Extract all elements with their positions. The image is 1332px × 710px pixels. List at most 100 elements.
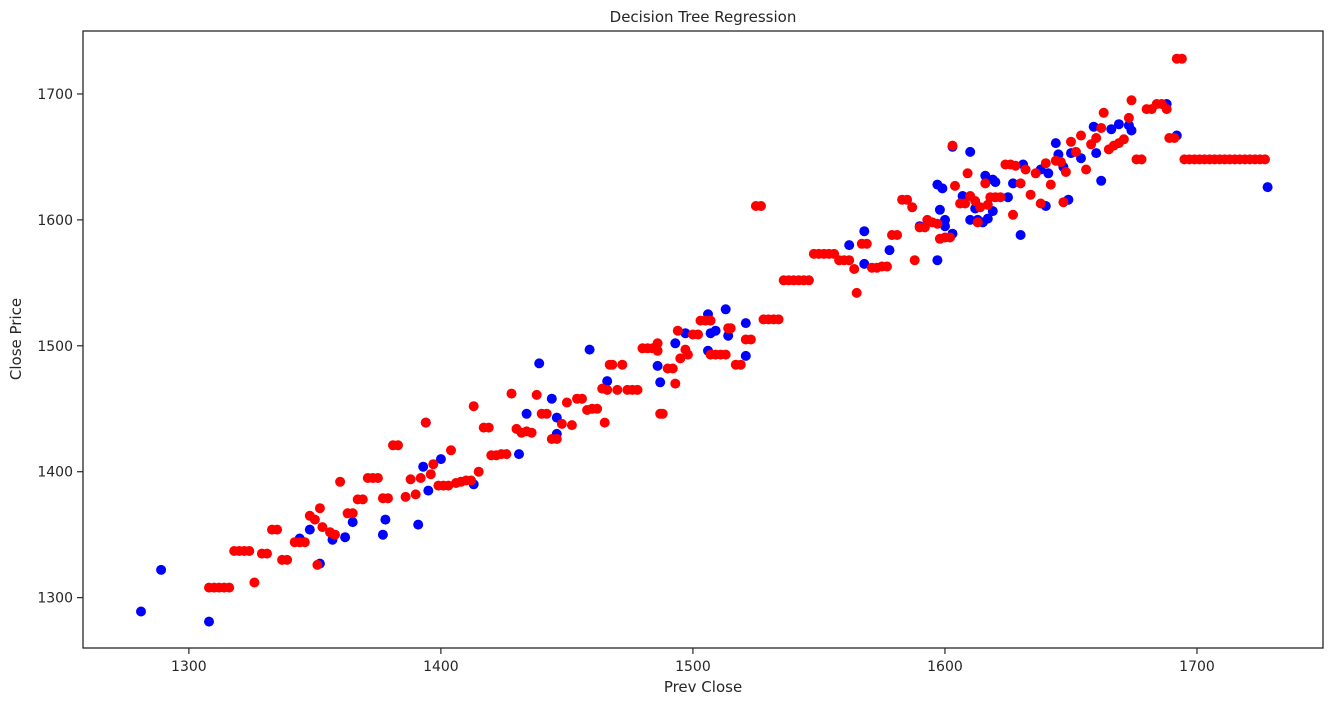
- actual-point-24: [602, 376, 613, 387]
- actual-point-77: [1106, 124, 1117, 135]
- predicted-point-183: [1040, 158, 1051, 169]
- y-tick-label-1600: 1600: [37, 213, 73, 229]
- predicted-point-119: [756, 201, 766, 211]
- predicted-point-78: [592, 403, 603, 414]
- actual-point-56: [980, 170, 991, 181]
- predicted-point-8: [244, 546, 255, 556]
- predicted-point-194: [1091, 133, 1102, 143]
- actual-point-47: [940, 221, 950, 232]
- predicted-point-60: [501, 449, 512, 460]
- predicted-point-151: [909, 255, 920, 266]
- predicted-point-168: [975, 202, 986, 213]
- predicted-point-164: [962, 168, 973, 179]
- x-tick-label-1300: 1300: [171, 659, 207, 675]
- predicted-point-44: [428, 459, 439, 470]
- actual-point-68: [1050, 138, 1061, 149]
- actual-point-1: [156, 564, 167, 575]
- predicted-point-204: [1136, 154, 1147, 165]
- predicted-point-11: [262, 548, 272, 559]
- predicted-point-107: [705, 315, 716, 326]
- predicted-point-92: [652, 338, 663, 349]
- predicted-point-23: [317, 522, 328, 533]
- actual-point-44: [934, 204, 945, 215]
- x-axis-label: Prev Close: [664, 678, 742, 696]
- actual-point-61: [1003, 192, 1013, 203]
- predicted-point-150: [907, 202, 918, 213]
- predicted-point-156: [932, 218, 943, 229]
- predicted-point-22: [314, 503, 325, 514]
- predicted-point-137: [844, 255, 855, 266]
- predicted-point-141: [861, 238, 872, 249]
- predicted-point-188: [1060, 167, 1071, 177]
- predicted-point-191: [1076, 130, 1086, 141]
- predicted-point-138: [849, 264, 860, 274]
- actual-point-8: [347, 517, 358, 528]
- actual-point-23: [584, 344, 595, 355]
- predicted-point-18: [299, 537, 310, 548]
- predicted-point-190: [1071, 146, 1081, 157]
- predicted-point-129: [803, 275, 814, 286]
- y-tick-label-1700: 1700: [37, 87, 73, 103]
- predicted-point-41: [415, 473, 426, 483]
- predicted-point-72: [561, 397, 572, 408]
- predicted-point-160: [947, 140, 958, 151]
- actual-point-35: [740, 318, 751, 329]
- predicted-point-21: [312, 559, 323, 570]
- actual-point-15: [435, 454, 446, 465]
- actual-point-19: [534, 358, 545, 369]
- predicted-point-100: [675, 353, 686, 364]
- actual-point-78: [1113, 119, 1124, 130]
- predicted-point-170: [982, 199, 993, 210]
- actual-point-37: [844, 240, 855, 251]
- y-tick-label-1500: 1500: [37, 339, 73, 355]
- predicted-point-73: [566, 420, 577, 431]
- predicted-point-230: [1260, 154, 1270, 165]
- predicted-point-81: [602, 384, 613, 395]
- predicted-point-75: [577, 393, 587, 404]
- predicted-point-84: [612, 384, 623, 395]
- actual-point-76: [1096, 175, 1107, 186]
- predicted-point-145: [882, 261, 892, 272]
- actual-point-74: [1088, 121, 1099, 132]
- actual-point-4: [304, 524, 315, 535]
- predicted-point-20: [309, 514, 320, 525]
- predicted-point-98: [670, 378, 681, 389]
- predicted-point-196: [1098, 107, 1109, 118]
- actual-point-36: [740, 350, 751, 361]
- actual-point-14: [423, 485, 434, 496]
- predicted-point-181: [1030, 168, 1041, 179]
- actual-point-52: [965, 146, 976, 157]
- predicted-point-4: [224, 582, 235, 593]
- predicted-point-179: [1020, 164, 1031, 175]
- actual-point-80: [1126, 125, 1137, 136]
- actual-point-60: [990, 177, 1001, 188]
- y-axis: 1300 1400 1500 1600 1700: [37, 87, 83, 607]
- predicted-point-26: [335, 476, 346, 487]
- actual-point-67: [1043, 168, 1054, 179]
- predicted-point-97: [667, 363, 678, 374]
- predicted-point-37: [393, 440, 403, 451]
- predicted-point-61: [506, 388, 517, 399]
- predicted-point-161: [950, 180, 960, 191]
- predicted-point-47: [443, 480, 454, 491]
- predicted-point-200: [1118, 134, 1129, 145]
- predicted-point-184: [1045, 179, 1056, 190]
- actual-point-11: [413, 519, 424, 530]
- plot-frame: [82, 30, 1324, 649]
- predicted-point-65: [526, 427, 537, 438]
- predicted-point-182: [1035, 198, 1046, 209]
- predicted-point-102: [682, 349, 693, 360]
- actual-point-0: [136, 606, 146, 617]
- data-points: [136, 53, 1273, 627]
- predicted-point-209: [1161, 104, 1172, 115]
- predicted-point-88: [632, 384, 643, 395]
- predicted-point-111: [720, 349, 731, 360]
- predicted-point-38: [400, 491, 411, 502]
- predicted-point-169: [980, 178, 991, 189]
- predicted-point-201: [1123, 112, 1134, 123]
- predicted-point-211: [1169, 133, 1180, 143]
- predicted-point-15: [282, 554, 293, 565]
- actual-point-57: [982, 213, 993, 224]
- actual-point-10: [380, 514, 391, 525]
